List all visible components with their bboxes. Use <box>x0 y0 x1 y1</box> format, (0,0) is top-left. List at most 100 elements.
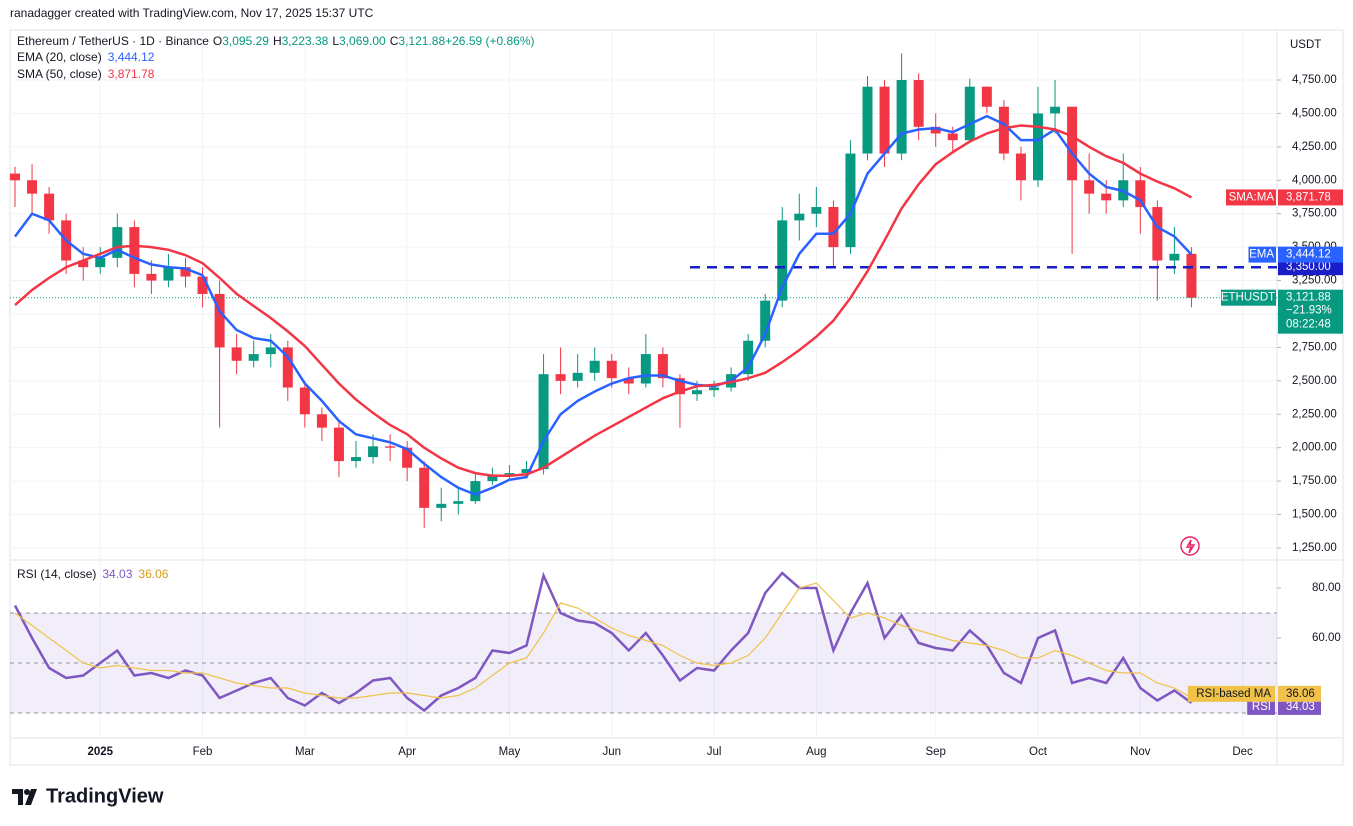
ma-badge-label: 3,444.12 <box>1286 249 1331 261</box>
candle-body <box>1135 180 1146 208</box>
candle-body <box>1033 113 1043 181</box>
x-tick-label: Mar <box>295 746 315 758</box>
rsi-badge-label: 34.03 <box>1286 701 1315 713</box>
candle-body <box>777 220 788 301</box>
candle-body <box>692 390 702 395</box>
level-badge <box>1278 259 1343 276</box>
y-tick-label: 80.00 <box>1312 582 1341 594</box>
y-tick-label: 2,500.00 <box>1292 375 1337 387</box>
ohlc-key: L <box>332 34 339 48</box>
candle-body <box>1015 153 1026 181</box>
candle-body <box>1067 106 1078 181</box>
candle-body <box>385 446 396 448</box>
candle-body <box>351 457 361 462</box>
candle-body <box>265 347 276 355</box>
legend-value: 34.03 <box>102 567 132 581</box>
candle-body <box>657 354 668 379</box>
candle-body <box>402 447 413 468</box>
price-badge-label: 3,121.88 <box>1286 292 1331 304</box>
rsi-title: RSI (14, close) <box>17 567 96 581</box>
frame <box>9 29 1344 766</box>
y-tick-label: 1,250.00 <box>1292 542 1337 554</box>
candle-body <box>674 378 685 395</box>
candle-body <box>862 86 873 154</box>
ma-badge <box>1278 189 1343 206</box>
y-tick-label: 4,000.00 <box>1292 174 1337 186</box>
legend-value: 3,871.78 <box>108 67 155 81</box>
x-tick-label: Dec <box>1232 746 1253 758</box>
grid <box>10 30 1281 738</box>
candle-body <box>845 153 856 248</box>
candle-body <box>78 260 89 268</box>
y-tick-label: 2,000.00 <box>1292 442 1337 454</box>
ohlc-key: O <box>213 34 222 48</box>
overlay: 1,250.00 1,500.00 1,750.00 2,000.00 2,250.00… <box>17 34 1343 758</box>
candle-body <box>879 86 890 154</box>
candle-body <box>760 300 771 341</box>
y-tick-label: 3,250.00 <box>1292 275 1337 287</box>
level-label: 3,350.00 <box>1286 261 1331 273</box>
candle-body <box>981 86 992 107</box>
y-tick-label: 1,500.00 <box>1292 509 1337 521</box>
candle-body <box>316 414 327 428</box>
candle-body <box>299 387 310 415</box>
alert-icon[interactable] <box>1180 536 1200 556</box>
ohlc-key: C <box>390 34 399 48</box>
y-tick-label: 4,750.00 <box>1292 74 1337 86</box>
x-tick-label: Jul <box>707 746 722 758</box>
rsi-badge <box>1278 698 1321 715</box>
candle-body <box>555 374 566 381</box>
candle-body <box>709 387 720 391</box>
rsi-badge-label: 36.06 <box>1286 688 1315 700</box>
countdown: 08:22:48 <box>1286 319 1331 331</box>
plot <box>10 53 1277 713</box>
candle-body <box>947 133 958 141</box>
y-tick-label: 4,250.00 <box>1292 141 1337 153</box>
ma-line <box>14 124 1193 478</box>
candle-body <box>282 347 293 388</box>
rsi-line <box>13 571 1193 713</box>
y-tick-label: 2,250.00 <box>1292 408 1337 420</box>
attribution: ranadagger created with TradingView.com,… <box>10 6 374 20</box>
candle-body <box>146 273 157 281</box>
candle-body <box>589 360 600 373</box>
candle-body <box>964 86 975 141</box>
y-tick-label: 3,750.00 <box>1292 208 1337 220</box>
candle-body <box>896 80 907 154</box>
x-tick-label: 2025 <box>87 746 113 758</box>
candle-body <box>606 360 617 379</box>
candle-body <box>998 106 1009 154</box>
candle-body <box>1084 180 1095 194</box>
ma-tag <box>1226 189 1276 206</box>
candle-body <box>27 180 38 194</box>
candle-body <box>214 293 225 348</box>
candle-body <box>231 347 242 361</box>
candle-body <box>197 276 208 294</box>
y-tick-label: 4,500.00 <box>1292 107 1337 119</box>
rsi-tag <box>1247 698 1275 715</box>
candle-body <box>1050 106 1061 114</box>
y-tick-label: 2,750.00 <box>1292 341 1337 353</box>
candle-body <box>794 213 805 221</box>
candle-body <box>640 354 651 384</box>
currency-label: USDT <box>1290 39 1321 51</box>
candle-body <box>1186 253 1197 298</box>
y-tick-label: 60.00 <box>1312 632 1341 644</box>
x-tick-label: Feb <box>193 746 213 758</box>
candle-body <box>180 267 191 277</box>
legend-name: EMA (20, close) <box>17 50 102 64</box>
rsi-tag-label: RSI-based MA <box>1196 688 1271 700</box>
candle-body <box>521 469 532 474</box>
legend-name: SMA (50, close) <box>17 67 102 81</box>
candle-body <box>743 340 754 375</box>
candle-body <box>930 126 941 134</box>
price-badge <box>1278 289 1343 334</box>
ohlc-value: 3,069.00 <box>339 34 386 48</box>
candle-body <box>1169 253 1180 261</box>
ma-line <box>14 114 1193 496</box>
candle-body <box>1101 193 1112 201</box>
candle-body <box>538 374 549 470</box>
candle-body <box>419 467 430 508</box>
